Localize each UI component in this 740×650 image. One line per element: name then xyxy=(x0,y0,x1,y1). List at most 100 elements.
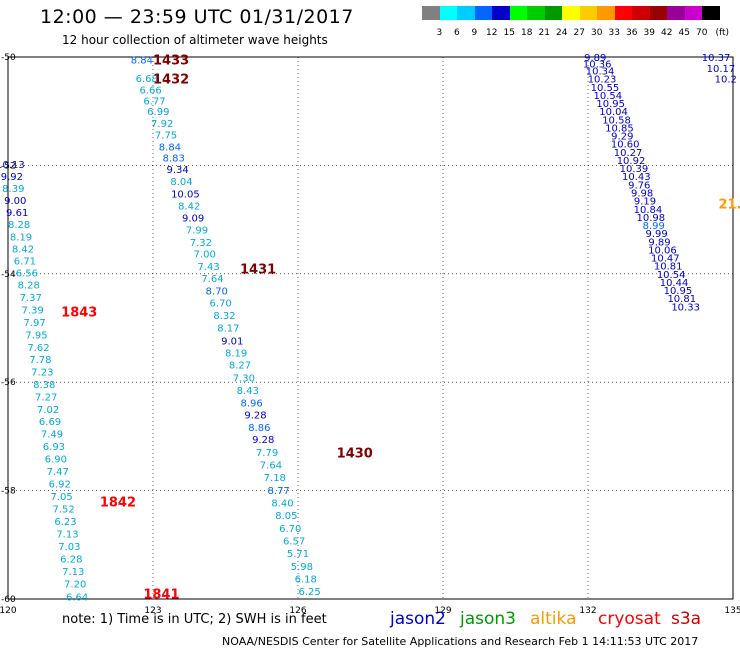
colorbar-swatch xyxy=(544,6,562,20)
data-point-label: 7.99 xyxy=(186,225,208,236)
credit-line: NOAA/NESDIS Center for Satellite Applica… xyxy=(222,635,699,648)
colorbar-swatch xyxy=(597,6,615,20)
data-point-label: 9.89 xyxy=(584,53,606,64)
data-point-label: 10.47 xyxy=(651,254,680,265)
data-point-label: 6.70 xyxy=(210,299,232,310)
data-point-label: 6.25 xyxy=(298,587,320,598)
data-point-label: 7.02 xyxy=(37,405,59,416)
time-label: 1843 xyxy=(61,306,97,321)
colorbar-tick-label: 18 xyxy=(521,28,533,38)
data-point-label: 9.01 xyxy=(221,336,243,347)
colorbar-swatch xyxy=(579,6,597,20)
data-point-label: 10.17 xyxy=(707,64,736,75)
data-point-label: 8.39 xyxy=(2,184,24,195)
data-point-label: 9.92 xyxy=(1,172,23,183)
colorbar-swatch xyxy=(649,6,667,20)
legend-item-s3a: s3a xyxy=(671,609,702,629)
time-label: 1430 xyxy=(337,447,373,462)
data-point-label: 8.42 xyxy=(12,244,34,255)
data-point-label: 8.96 xyxy=(240,398,262,409)
data-point-label: 8.83 xyxy=(163,153,185,164)
time-label: 1841 xyxy=(143,588,179,603)
x-tick-label: 129 xyxy=(434,606,451,616)
data-point-label: 7.49 xyxy=(41,430,63,441)
data-point-label: 8.40 xyxy=(271,499,293,510)
data-point-label: 7.20 xyxy=(64,579,86,590)
data-point-label: 10.43 xyxy=(622,172,651,183)
data-point-label: 8.05 xyxy=(275,511,297,522)
x-tick-label: 135 xyxy=(724,606,740,616)
data-point-label: 8.38 xyxy=(33,380,55,391)
data-point-label: 10.92 xyxy=(617,156,646,167)
data-point-label: 7.97 xyxy=(23,318,45,329)
data-point-label: 10.81 xyxy=(667,294,696,305)
data-point-label: 10.84 xyxy=(634,205,663,216)
data-point-label: 7.30 xyxy=(233,373,255,384)
data-point-label: 10.44 xyxy=(660,278,689,289)
data-point-label: 10.98 xyxy=(637,213,666,224)
colorbar-swatch xyxy=(422,6,440,20)
colorbar-tick-label: 36 xyxy=(626,28,638,38)
data-point-label: 7.39 xyxy=(22,306,44,317)
colorbar-swatch xyxy=(702,6,720,20)
x-tick-label: 120 xyxy=(0,606,17,616)
data-point-label: 9.28 xyxy=(244,411,266,422)
data-point-label: 6.68 xyxy=(136,74,158,85)
data-point-label: 10.55 xyxy=(591,83,620,94)
colorbar-swatch xyxy=(632,6,650,20)
data-point-label: 7.13 xyxy=(56,529,78,540)
footnote: note: 1) Time is in UTC; 2) SWH is in fe… xyxy=(62,612,327,627)
data-point-label: 6.70 xyxy=(279,524,301,535)
data-point-label: 6.69 xyxy=(39,417,61,428)
data-point-label: 6.71 xyxy=(14,256,36,267)
data-point-label: 10.81 xyxy=(654,262,683,273)
data-point-label: 10.39 xyxy=(620,164,649,175)
colorbar-tick-label: 27 xyxy=(573,28,585,38)
y-tick-label: -58 xyxy=(1,487,16,497)
data-point-label: 9.34 xyxy=(167,165,189,176)
colorbar-tick-label: 12 xyxy=(486,28,498,38)
data-point-label: 10.13 xyxy=(0,160,25,171)
data-point-label: 6.66 xyxy=(139,86,161,97)
legend-item-altika: altika xyxy=(530,609,577,629)
data-point-label: 10.37 xyxy=(702,53,731,64)
data-point-label: 8.70 xyxy=(206,287,228,298)
data-point-label: 9.28 xyxy=(252,435,274,446)
data-point-label: 7.18 xyxy=(264,473,286,484)
chart-title: 12:00 — 23:59 UTC 01/31/2017 xyxy=(40,6,354,28)
data-point-label: 8.84 xyxy=(159,142,181,153)
colorbar-tick-label: 9 xyxy=(471,28,478,38)
data-point-label: 7.43 xyxy=(197,262,219,273)
legend-item-cryosat: cryosat xyxy=(598,609,661,629)
colorbar-tick-label: 42 xyxy=(661,28,673,38)
data-point-label: 6.64 xyxy=(66,592,88,603)
data-point-label: 10.06 xyxy=(648,245,677,256)
data-point-label: 6.99 xyxy=(147,107,169,118)
colorbar-swatch xyxy=(474,6,492,20)
time-label: 1842 xyxy=(100,495,136,510)
data-point-label: 6.92 xyxy=(49,480,71,491)
data-point-label: 10.27 xyxy=(614,148,643,159)
colorbar-swatch xyxy=(509,6,527,20)
data-point-label: 10.33 xyxy=(671,302,700,313)
y-tick-label: -60 xyxy=(1,595,16,605)
data-point-label: 8.19 xyxy=(10,232,32,243)
data-point-label: 6.23 xyxy=(54,517,76,528)
data-point-label: 8.99 xyxy=(643,221,665,232)
colorbar-tick-label: 24 xyxy=(556,28,568,38)
data-point-label: 7.00 xyxy=(194,250,216,261)
data-point-label: 8.27 xyxy=(229,360,251,371)
colorbar-unit: (ft) xyxy=(715,28,730,38)
plot-frame xyxy=(7,56,734,600)
data-point-label: 10.85 xyxy=(605,123,634,134)
colorbar-swatch xyxy=(439,6,457,20)
data-point-label: 6.77 xyxy=(143,96,165,107)
data-point-label: 8.28 xyxy=(8,220,30,231)
data-point-label: 10.04 xyxy=(599,107,628,118)
data-point-label: 8.19 xyxy=(225,348,247,359)
data-point-label: 7.05 xyxy=(51,492,73,503)
chart-subtitle: 12 hour collection of altimeter wave hei… xyxy=(62,33,328,47)
legend-item-jason3: jason3 xyxy=(460,609,516,629)
data-point-label: 7.62 xyxy=(27,343,49,354)
colorbar-swatch xyxy=(684,6,702,20)
